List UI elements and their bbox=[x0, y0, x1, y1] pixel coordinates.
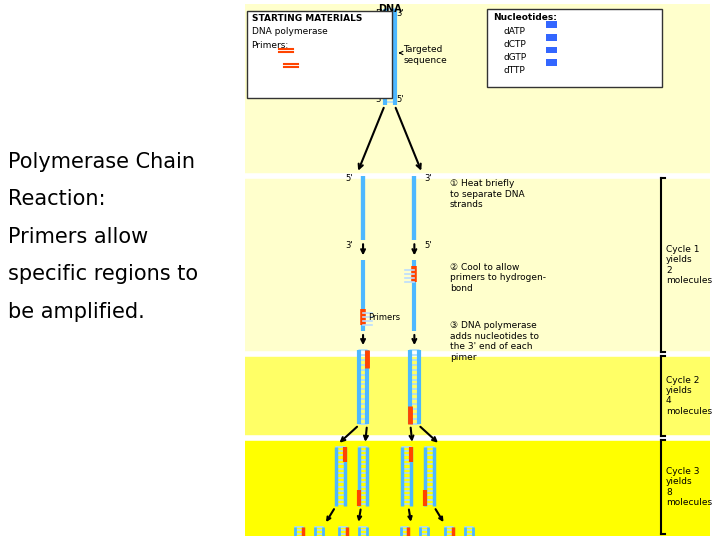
Text: Primers allow: Primers allow bbox=[8, 227, 148, 247]
Text: specific regions to: specific regions to bbox=[8, 264, 198, 284]
Text: Reaction:: Reaction: bbox=[8, 189, 105, 209]
Text: ① Heat briefly
to separate DNA
strands: ① Heat briefly to separate DNA strands bbox=[450, 179, 524, 209]
Text: ② Cool to allow
primers to hydrogen-
bond: ② Cool to allow primers to hydrogen- bon… bbox=[450, 263, 546, 293]
Text: dGTP: dGTP bbox=[503, 53, 526, 62]
Text: DNA: DNA bbox=[378, 4, 402, 14]
Text: Nucleotides:: Nucleotides: bbox=[493, 12, 557, 22]
Text: dATP: dATP bbox=[503, 28, 525, 36]
Bar bbox=[546, 21, 557, 28]
Text: be amplified.: be amplified. bbox=[8, 301, 145, 321]
Text: 3': 3' bbox=[424, 174, 432, 183]
Bar bbox=[245, 438, 711, 536]
FancyBboxPatch shape bbox=[247, 11, 392, 98]
Text: DNA polymerase: DNA polymerase bbox=[251, 28, 328, 36]
Bar bbox=[245, 4, 711, 176]
Bar bbox=[546, 33, 557, 40]
Bar bbox=[245, 176, 711, 354]
Text: 5': 5' bbox=[375, 9, 383, 18]
Text: Primers:: Primers: bbox=[251, 41, 289, 50]
Text: Cycle 2
yields
4
molecules: Cycle 2 yields 4 molecules bbox=[666, 376, 712, 416]
Text: Targeted
sequence: Targeted sequence bbox=[403, 45, 447, 65]
FancyBboxPatch shape bbox=[487, 9, 662, 87]
Bar bbox=[546, 46, 557, 53]
Text: Primers: Primers bbox=[368, 313, 400, 322]
Text: 5': 5' bbox=[397, 95, 404, 104]
Text: 3': 3' bbox=[346, 241, 354, 251]
Text: 5': 5' bbox=[424, 241, 432, 251]
Text: dTTP: dTTP bbox=[503, 66, 525, 75]
Text: Cycle 1
yields
2
molecules: Cycle 1 yields 2 molecules bbox=[666, 245, 712, 285]
Bar bbox=[546, 59, 557, 66]
Text: 3': 3' bbox=[397, 9, 404, 18]
Text: Cycle 3
yields
8
molecules: Cycle 3 yields 8 molecules bbox=[666, 467, 712, 507]
Text: 5': 5' bbox=[346, 174, 354, 183]
Text: 3': 3' bbox=[375, 95, 383, 104]
Text: Polymerase Chain: Polymerase Chain bbox=[8, 152, 195, 172]
Text: dCTP: dCTP bbox=[503, 40, 526, 49]
Text: ③ DNA polymerase
adds nucleotides to
the 3' end of each
pimer: ③ DNA polymerase adds nucleotides to the… bbox=[450, 321, 539, 361]
Text: STARTING MATERIALS: STARTING MATERIALS bbox=[251, 15, 362, 23]
Bar bbox=[245, 354, 711, 438]
